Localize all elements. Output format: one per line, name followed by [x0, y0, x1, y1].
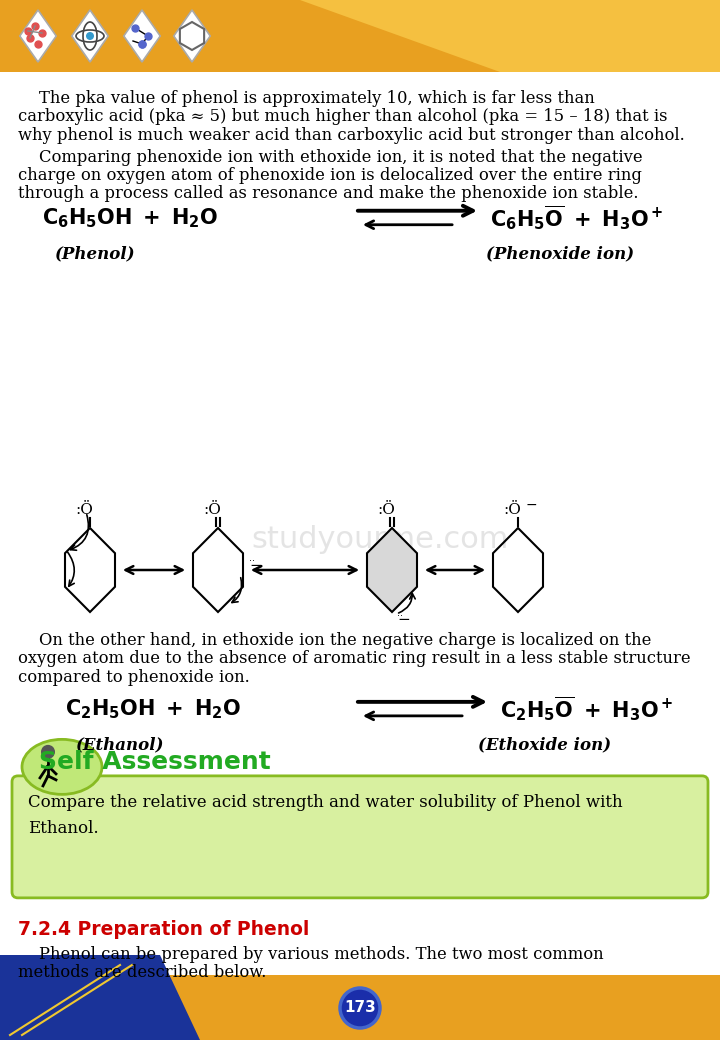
Text: :Ö: :Ö [377, 503, 395, 517]
Circle shape [340, 988, 380, 1028]
Polygon shape [20, 10, 56, 62]
Text: 173: 173 [344, 1000, 376, 1015]
Text: $\mathbf{C_2H_5\overline{O} \ + \ H_3O^+}$: $\mathbf{C_2H_5\overline{O} \ + \ H_3O^+… [500, 695, 673, 723]
Text: ..: .. [397, 608, 403, 618]
Text: −: − [526, 498, 538, 512]
Polygon shape [124, 10, 160, 62]
FancyBboxPatch shape [12, 776, 708, 898]
Text: why phenol is much weaker acid than carboxylic acid but stronger than alcohol.: why phenol is much weaker acid than carb… [18, 127, 685, 144]
Polygon shape [0, 955, 200, 1040]
Polygon shape [72, 10, 108, 62]
Text: (Phenoxide ion): (Phenoxide ion) [486, 245, 634, 263]
Text: On the other hand, in ethoxide ion the negative charge is localized on the: On the other hand, in ethoxide ion the n… [18, 632, 652, 649]
Text: −: − [397, 613, 410, 627]
Text: Compare the relative acid strength and water solubility of Phenol with
Ethanol.: Compare the relative acid strength and w… [28, 794, 623, 837]
Text: :Ö: :Ö [203, 503, 221, 517]
Circle shape [41, 745, 55, 759]
Text: methods are described below.: methods are described below. [18, 964, 266, 981]
Text: compared to phenoxide ion.: compared to phenoxide ion. [18, 669, 250, 685]
Polygon shape [174, 10, 210, 62]
Text: Self Assessment: Self Assessment [39, 750, 271, 774]
Text: ..: .. [249, 553, 255, 563]
Text: studyourme.com: studyourme.com [251, 525, 509, 554]
Text: oxygen atom due to the absence of aromatic ring result in a less stable structur: oxygen atom due to the absence of aromat… [18, 650, 690, 668]
Text: Comparing phenoxide ion with ethoxide ion, it is noted that the negative: Comparing phenoxide ion with ethoxide io… [18, 149, 643, 165]
Circle shape [86, 32, 94, 40]
Text: 7.2.4 Preparation of Phenol: 7.2.4 Preparation of Phenol [18, 919, 310, 939]
Text: $\mathbf{C_6H_5\overline{O} \ + \ H_3O^+}$: $\mathbf{C_6H_5\overline{O} \ + \ H_3O^+… [490, 204, 664, 232]
Polygon shape [300, 0, 720, 72]
FancyBboxPatch shape [0, 0, 720, 72]
Text: The pka value of phenol is approximately 10, which is far less than: The pka value of phenol is approximately… [18, 90, 595, 107]
Polygon shape [367, 528, 417, 612]
Text: (Ethoxide ion): (Ethoxide ion) [478, 737, 611, 754]
Text: −: − [249, 558, 262, 573]
Text: :Ö: :Ö [75, 503, 93, 517]
Ellipse shape [22, 739, 102, 795]
Text: :Ö: :Ö [503, 503, 521, 517]
Text: through a process called as resonance and make the phenoxide ion stable.: through a process called as resonance an… [18, 185, 639, 203]
Text: (Ethanol): (Ethanol) [76, 737, 164, 754]
Text: Phenol can be prepared by various methods. The two most common: Phenol can be prepared by various method… [18, 945, 603, 963]
FancyBboxPatch shape [0, 976, 720, 1040]
Text: (Phenol): (Phenol) [55, 245, 135, 263]
Text: carboxylic acid (pka ≈ 5) but much higher than alcohol (pka = 15 – 18) that is: carboxylic acid (pka ≈ 5) but much highe… [18, 108, 667, 125]
Text: $\mathbf{C_2H_5OH \ + \ H_2O}$: $\mathbf{C_2H_5OH \ + \ H_2O}$ [65, 697, 241, 721]
Text: $\mathbf{C_6H_5OH \ + \ H_2O}$: $\mathbf{C_6H_5OH \ + \ H_2O}$ [42, 206, 218, 230]
Text: charge on oxygen atom of phenoxide ion is delocalized over the entire ring: charge on oxygen atom of phenoxide ion i… [18, 167, 642, 184]
